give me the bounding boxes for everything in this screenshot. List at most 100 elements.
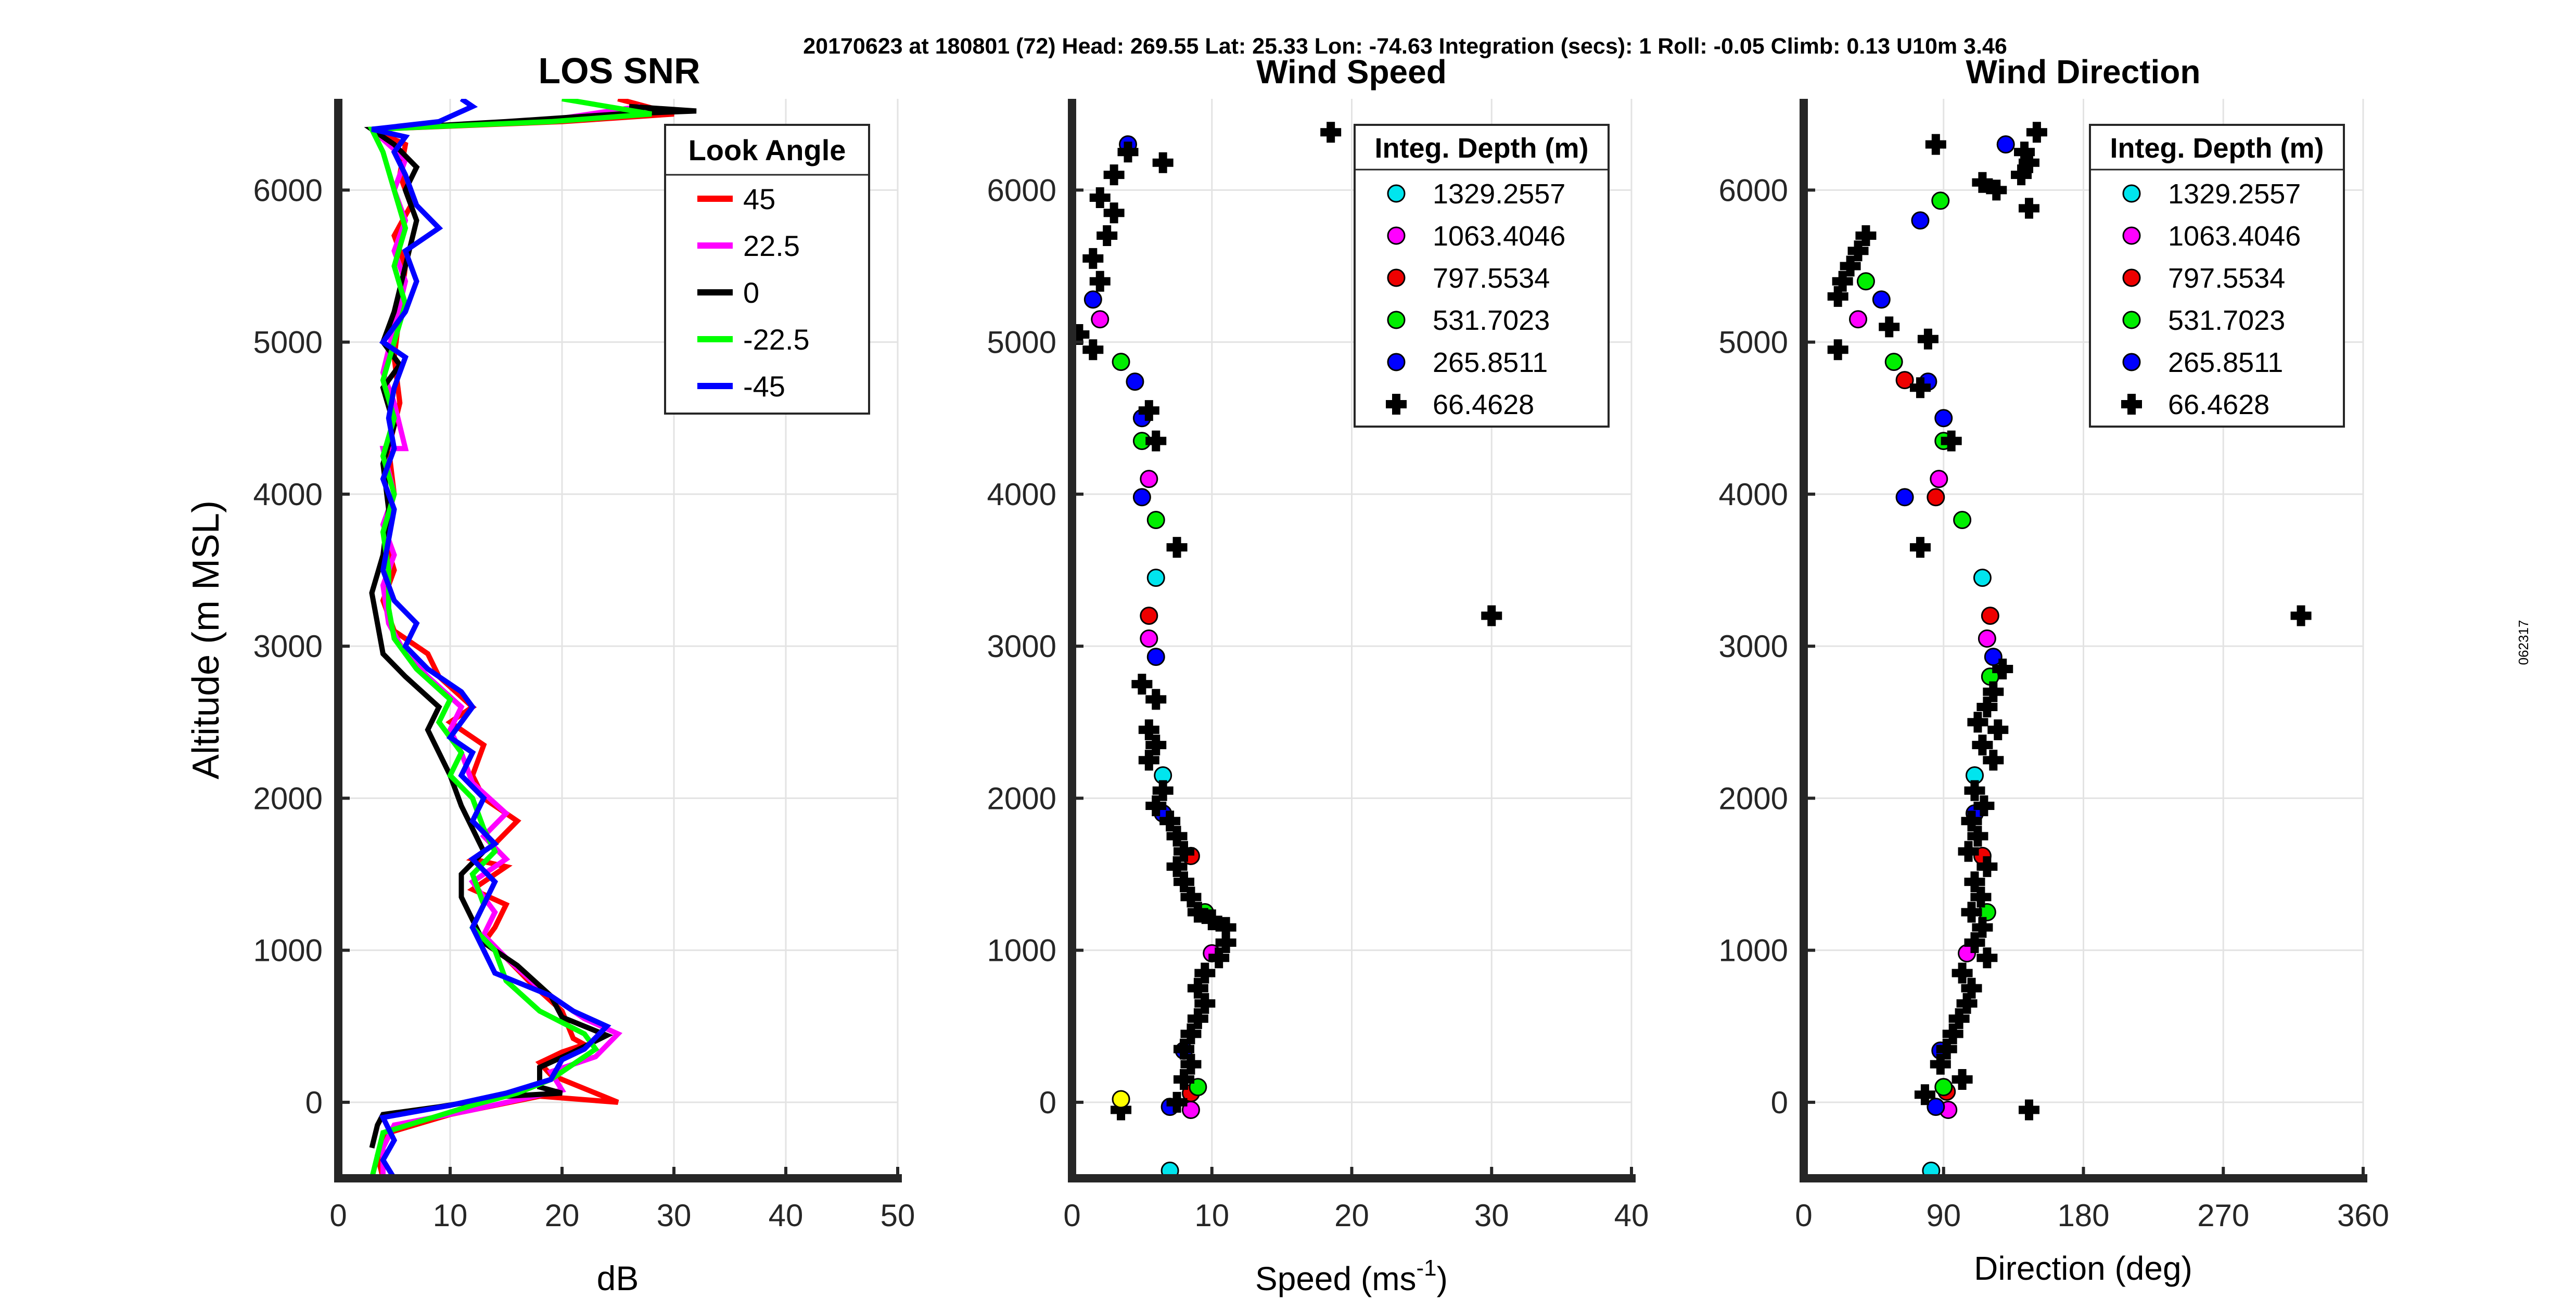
dir-point-66 <box>1914 1084 1935 1105</box>
snr-axes <box>334 99 902 1182</box>
dir-point-797.5534 <box>1981 607 1999 625</box>
dir-ytick-label: 6000 <box>1719 173 1788 208</box>
dir-point-66 <box>1840 255 1861 277</box>
speed-point-66 <box>1166 826 1188 847</box>
snr-ytick-label: 4000 <box>253 477 323 512</box>
speed-point-66 <box>1152 152 1174 173</box>
dir-legend-label: 66.4628 <box>2168 389 2269 420</box>
dir-point-66 <box>2018 198 2039 219</box>
dir-point-265.8511 <box>1927 1098 1945 1116</box>
dir-point-1329.2557 <box>1973 569 1992 587</box>
speed-point-66 <box>1187 1008 1208 1030</box>
snr-xtick-label: 10 <box>433 1198 468 1233</box>
speed-point-66 <box>1320 122 1342 143</box>
snr-series <box>364 99 697 1178</box>
speed-point-66 <box>1152 780 1174 801</box>
speed-point-1063.4046 <box>1140 629 1158 648</box>
speed-point-66 <box>1082 248 1104 269</box>
speed-title: Wind Speed <box>1256 53 1447 91</box>
snr-legend-label: 22.5 <box>743 229 800 262</box>
dir-point-66 <box>1983 681 2004 702</box>
dir-point-66 <box>1972 917 1993 938</box>
speed-xtick-label: 0 <box>1063 1198 1080 1233</box>
snr-ytick-label: 3000 <box>253 629 323 664</box>
speed-point-265.8511 <box>1146 648 1165 666</box>
snr-legend-title: Look Angle <box>688 134 846 166</box>
dir-point-66 <box>1987 719 2009 740</box>
speed-point-66 <box>1089 187 1111 208</box>
dir-point-1063.4046 <box>1849 310 1868 329</box>
dir-legend-label: 531.7023 <box>2168 305 2285 336</box>
speed-legend-label: 265.8511 <box>1433 347 1548 378</box>
snr-yticks: 0 1000 2000 3000 4000 5000 6000 <box>253 173 323 1120</box>
dir-point-66 <box>1879 316 1900 338</box>
speed-legend-swatch <box>1387 226 1406 245</box>
dir-point-1063.4046 <box>1930 470 1948 488</box>
speed-xtick-label: 30 <box>1474 1198 1509 1233</box>
speed-point-66 <box>1174 841 1194 862</box>
speed-point-66 <box>1187 902 1208 923</box>
speed-point-66 <box>1082 339 1104 361</box>
dir-legend-label: 265.8511 <box>2168 347 2283 378</box>
speed-panel: Wind Speed 0 10 20 30 40 0 1000 2000 3000 4000 50… <box>987 53 1649 1297</box>
dir-point-531.7023 <box>1884 353 1903 371</box>
dir-point-66 <box>1948 1008 1970 1030</box>
dir-point-66 <box>1976 697 1998 718</box>
dir-point-66 <box>1972 172 1993 193</box>
dir-point-66 <box>2018 152 2039 173</box>
speed-point-66 <box>1180 886 1202 908</box>
speed-xlabel-end: ) <box>1437 1260 1448 1297</box>
snr-ylabel: Altitude (m MSL) <box>185 500 227 779</box>
dir-point-66 <box>1958 841 1979 862</box>
dir-point-66 <box>1909 537 1931 558</box>
dir-axes <box>1800 99 2367 1182</box>
dir-point-66 <box>1832 271 1853 292</box>
snr-xtick-label: 0 <box>329 1198 347 1233</box>
snr-legend-label: 45 <box>743 183 775 215</box>
speed-point-66 <box>1138 400 1159 421</box>
dir-point-66 <box>1917 328 1939 350</box>
speed-point-797.5534 <box>1140 607 1158 625</box>
speed-legend-swatch <box>1387 353 1406 371</box>
speed-point-66 <box>1215 917 1236 938</box>
dir-xtick-label: 0 <box>1795 1198 1812 1233</box>
snr-ytick-label: 5000 <box>253 325 323 360</box>
dir-panel: Wind Direction 0 90 180 270 360 0 1000 2000 300… <box>1719 53 2390 1287</box>
dir-legend-title: Integ. Depth (m) <box>2110 133 2324 164</box>
speed-xlabel-text: Speed (ms <box>1255 1260 1416 1297</box>
dir-legend-swatch <box>2122 226 2141 245</box>
dir-point-66 <box>1855 225 1877 247</box>
dir-point-531.7023 <box>1856 272 1875 291</box>
speed-legend-swatch <box>1387 268 1406 287</box>
speed-legend-swatch <box>1387 311 1406 329</box>
dir-point-66 <box>1986 179 2007 201</box>
dir-point-66 <box>1967 826 1988 847</box>
speed-point-66 <box>1174 1038 1194 1060</box>
snr-legend-label: 0 <box>743 276 759 309</box>
dir-point-797.5534 <box>1895 371 1914 390</box>
dir-legend-swatch <box>2122 184 2141 203</box>
dir-point-66 <box>1936 1038 1957 1060</box>
dir-legend-label: 1063.4046 <box>2168 221 2301 252</box>
speed-xticks: 0 10 20 30 40 <box>1063 1198 1649 1233</box>
speed-xtick-label: 40 <box>1614 1198 1649 1233</box>
snr-ytick-label: 0 <box>305 1085 323 1120</box>
dir-point-66 <box>2011 164 2032 186</box>
dir-point-265.8511 <box>1934 409 1953 428</box>
snr-xtick-label: 20 <box>545 1198 580 1233</box>
speed-point-66 <box>1166 537 1188 558</box>
dir-point-797.5534 <box>1927 488 1945 507</box>
dir-point-265.8511 <box>1996 135 2015 154</box>
dir-point-66 <box>1983 750 2004 771</box>
dir-point-66 <box>1964 871 1985 893</box>
speed-ytick-label: 3000 <box>987 629 1056 664</box>
dir-point-265.8511 <box>1895 488 1914 507</box>
dir-point-66 <box>1976 947 1998 969</box>
snr-xticks: 0 10 20 30 40 50 <box>329 1198 915 1233</box>
dir-yticks: 0 1000 2000 3000 4000 5000 6000 <box>1719 173 1788 1120</box>
dir-point-66 <box>1909 377 1931 398</box>
dir-xtick-label: 180 <box>2057 1198 2109 1233</box>
snr-ytick-label: 1000 <box>253 933 323 968</box>
dir-ytick-label: 4000 <box>1719 477 1788 512</box>
dir-title: Wind Direction <box>1966 53 2201 91</box>
